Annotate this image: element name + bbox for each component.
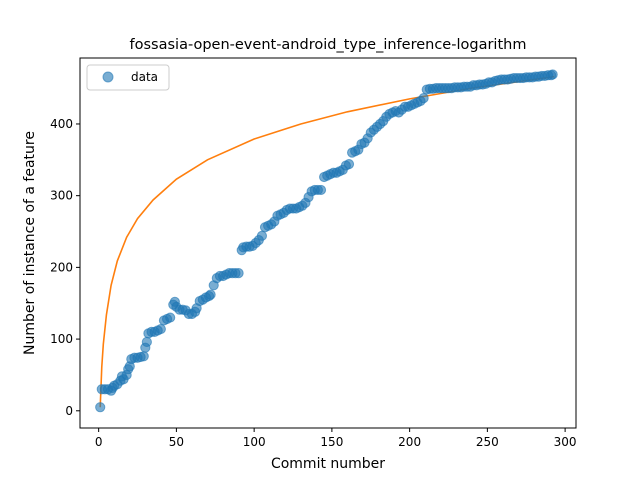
data-point	[138, 351, 149, 362]
x-tick-label: 100	[243, 435, 266, 449]
y-tick-label: 0	[65, 404, 73, 418]
legend-box	[86, 64, 170, 91]
x-axis-ticks: 0 50 100 150 200 250 300	[95, 428, 577, 449]
x-tick-label: 50	[169, 435, 184, 449]
legend-label-data: data	[131, 70, 158, 84]
points-layer	[95, 69, 558, 413]
y-tick-label: 300	[50, 189, 73, 203]
x-tick-label: 250	[476, 435, 499, 449]
y-tick-label: 400	[50, 117, 73, 131]
legend: data	[86, 64, 170, 91]
y-axis-ticks: 0 100 200 300 400	[50, 117, 80, 418]
data-point	[165, 312, 176, 323]
legend-marker-data	[102, 71, 114, 83]
x-axis-label: Commit number	[271, 456, 385, 472]
data-point	[95, 402, 106, 413]
data-point	[547, 69, 558, 80]
data-point	[141, 336, 152, 348]
data-point	[155, 323, 166, 335]
data-point	[418, 93, 429, 104]
data-point	[205, 289, 216, 300]
plot-area	[79, 57, 577, 429]
data-point	[343, 159, 355, 170]
x-tick-label: 300	[554, 435, 577, 449]
data-point	[256, 230, 268, 241]
x-tick-label: 0	[95, 435, 103, 449]
data-point	[233, 268, 244, 279]
chart-title: fossasia-open-event-android_type_inferen…	[130, 37, 527, 53]
plot-frame	[79, 57, 577, 429]
x-tick-label: 150	[320, 435, 343, 449]
y-tick-label: 100	[50, 332, 73, 346]
y-tick-label: 200	[50, 260, 73, 274]
y-axis-label: Number of instance of a feature	[22, 131, 38, 355]
data-point	[315, 184, 327, 196]
x-tick-label: 200	[398, 435, 421, 449]
